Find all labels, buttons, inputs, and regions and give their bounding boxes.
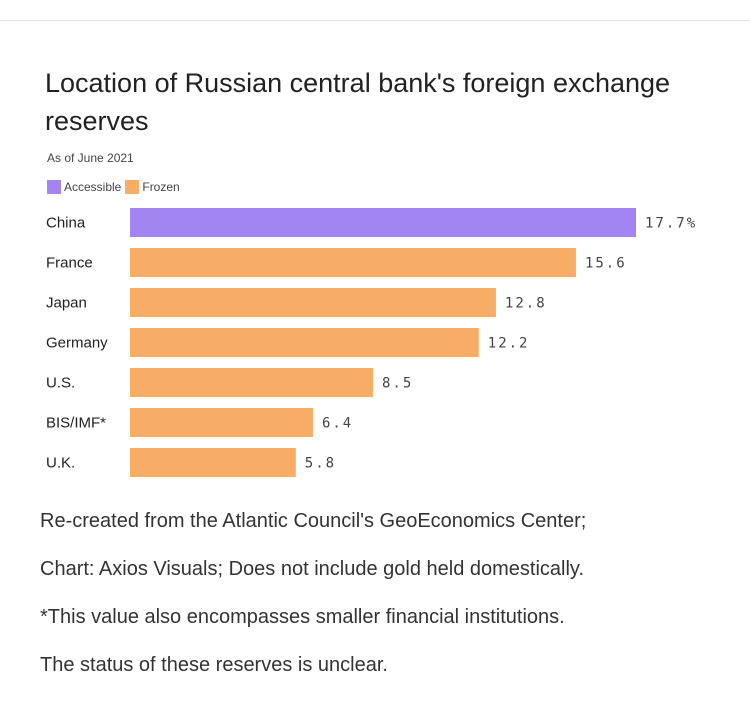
chart-legend: Accessible Frozen — [47, 179, 184, 195]
legend-item-frozen: Frozen — [125, 180, 180, 194]
chart-subtitle: As of June 2021 — [47, 151, 134, 165]
legend-label-accessible: Accessible — [64, 180, 122, 194]
bar-japan — [130, 288, 496, 317]
category-label-bis-imf: BIS/IMF* — [46, 415, 106, 432]
bar-u-k — [130, 448, 296, 477]
value-label-germany: 12.2 — [488, 336, 530, 352]
legend-label-frozen: Frozen — [142, 180, 180, 194]
top-divider — [0, 20, 750, 21]
value-label-france: 15.6 — [585, 256, 627, 272]
bar-bis-imf — [130, 408, 313, 437]
value-label-u-k: 5.8 — [305, 456, 336, 472]
value-label-bis-imf: 6.4 — [322, 416, 353, 432]
legend-swatch-accessible — [47, 180, 61, 194]
legend-item-accessible: Accessible — [47, 180, 121, 194]
asterisk-note: *This value also encompasses smaller fin… — [40, 606, 565, 628]
value-label-u-s: 8.5 — [382, 376, 413, 392]
bar-france — [130, 248, 576, 277]
category-label-france: France — [46, 255, 93, 272]
bar-germany — [130, 328, 479, 357]
value-label-japan: 12.8 — [505, 296, 547, 312]
source-note: Re-created from the Atlantic Council's G… — [40, 510, 587, 532]
category-label-u-k: U.K. — [46, 455, 75, 472]
category-label-china: China — [46, 215, 86, 232]
footnotes: Re-created from the Atlantic Council's G… — [40, 505, 740, 697]
bar-china — [130, 208, 636, 237]
legend-swatch-frozen — [125, 180, 140, 194]
credit-note: Chart: Axios Visuals; Does not include g… — [40, 558, 584, 580]
value-label-china: 17.7% — [645, 216, 697, 232]
bar-chart: China 17.7% France 15.6 Japan 12.8 Germany 12.2… — [46, 208, 697, 477]
chart-title: Location of Russian central bank's forei… — [45, 68, 671, 136]
category-label-u-s: U.S. — [46, 375, 75, 392]
category-label-germany: Germany — [46, 335, 108, 352]
bar-u-s — [130, 368, 373, 397]
status-note: The status of these reserves is unclear. — [40, 654, 388, 676]
category-label-japan: Japan — [46, 295, 87, 312]
